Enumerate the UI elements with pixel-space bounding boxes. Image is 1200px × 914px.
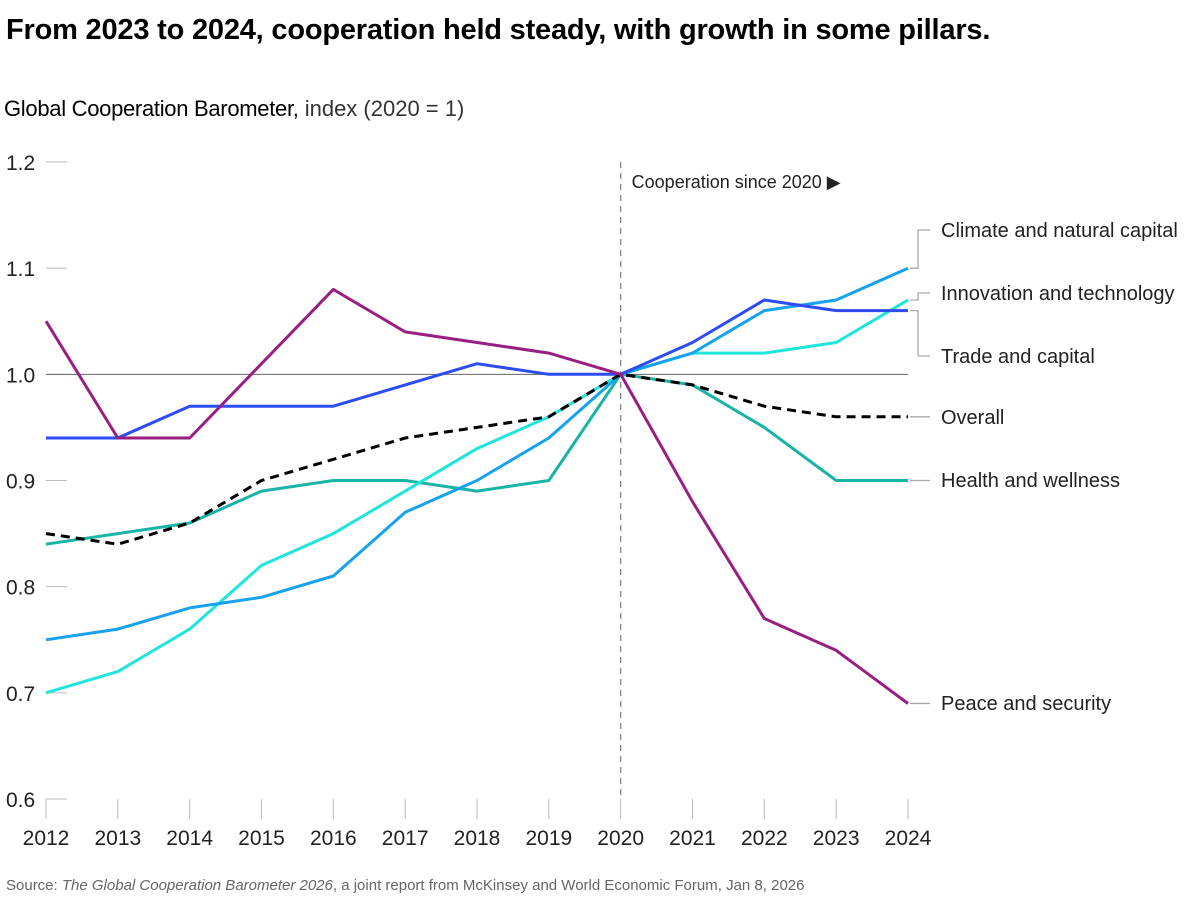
y-tick-label: 1.1 bbox=[6, 258, 35, 281]
y-tick-label: 0.8 bbox=[6, 577, 35, 600]
x-tick-label: 2020 bbox=[597, 827, 644, 850]
chart-title: From 2023 to 2024, cooperation held stea… bbox=[6, 14, 991, 46]
legend-label: Overall bbox=[941, 407, 1004, 429]
subtitle-unit: index (2020 = 1) bbox=[298, 96, 465, 121]
chart-subtitle: Global Cooperation Barometer, index (202… bbox=[4, 96, 464, 122]
source-note: Source: The Global Cooperation Barometer… bbox=[6, 877, 804, 894]
legend-label: Innovation and technology bbox=[941, 283, 1175, 305]
x-tick-label: 2013 bbox=[94, 827, 141, 850]
legend-label: Trade and capital bbox=[941, 346, 1095, 368]
series-line-peace-and-security bbox=[44, 287, 909, 705]
series-line-overall bbox=[45, 372, 908, 546]
series-line-innovation-and-technology bbox=[45, 298, 909, 695]
source-prefix: Source: bbox=[6, 877, 62, 894]
x-tick-label: 2019 bbox=[525, 827, 572, 850]
x-tick-label: 2024 bbox=[885, 827, 932, 850]
legend-label: Peace and security bbox=[941, 693, 1111, 715]
series-line-trade-and-capital bbox=[46, 298, 908, 440]
y-tick-label: 0.6 bbox=[6, 789, 35, 812]
source-title: The Global Cooperation Barometer 2026 bbox=[61, 877, 333, 894]
y-tick-label: 0.9 bbox=[6, 471, 35, 494]
x-tick-label: 2022 bbox=[741, 827, 788, 850]
legend-label: Climate and natural capital bbox=[941, 220, 1178, 242]
series-line-health-and-wellness bbox=[45, 372, 908, 546]
legend-label: Health and wellness bbox=[941, 470, 1120, 492]
x-tick-label: 2017 bbox=[382, 827, 429, 850]
x-tick-label: 2016 bbox=[310, 827, 357, 850]
x-tick-label: 2014 bbox=[166, 827, 213, 850]
x-tick-label: 2012 bbox=[23, 827, 70, 850]
legend-connector bbox=[910, 229, 930, 269]
subtitle-bold: Global Cooperation Barometer, bbox=[4, 96, 299, 121]
y-tick-label: 1.2 bbox=[6, 152, 35, 175]
y-tick-label: 1.0 bbox=[6, 364, 35, 387]
x-tick-label: 2023 bbox=[813, 827, 860, 850]
annotation-label: Cooperation since 2020 ▶ bbox=[632, 172, 841, 192]
x-tick-label: 2015 bbox=[238, 827, 285, 850]
legend-connector bbox=[910, 309, 930, 357]
series-line-climate-and-natural-capital bbox=[45, 266, 909, 642]
legend-connector bbox=[910, 292, 930, 301]
source-suffix: , a joint report from McKinsey and World… bbox=[332, 877, 805, 894]
x-tick-label: 2018 bbox=[454, 827, 501, 850]
y-tick-label: 0.7 bbox=[6, 683, 35, 706]
x-tick-label: 2021 bbox=[669, 827, 716, 850]
